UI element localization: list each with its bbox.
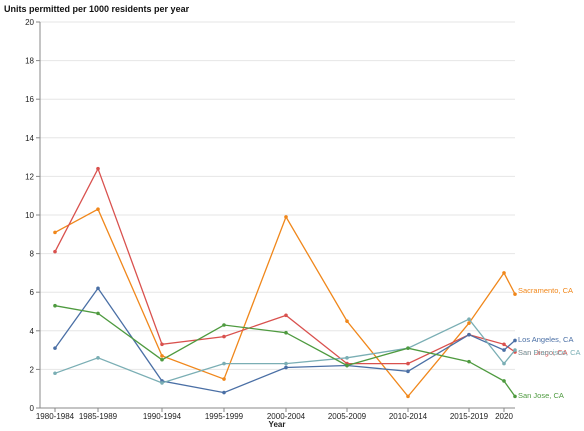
data-point-san-jose-ca xyxy=(502,379,506,383)
x-tick-label: 2020 xyxy=(495,412,513,421)
data-point-sacramento-ca xyxy=(513,292,517,296)
data-point-sacramento-ca xyxy=(284,215,288,219)
x-tick-label: 1995-1999 xyxy=(205,412,244,421)
data-point-san-diego-ca xyxy=(502,342,506,347)
x-tick-label: 1990-1994 xyxy=(143,412,182,421)
data-point-san-diego-ca xyxy=(53,249,57,254)
data-point-los-angeles-ca xyxy=(513,338,517,343)
data-point-los-angeles-ca xyxy=(284,365,288,370)
data-point-san-jose-ca xyxy=(284,330,288,335)
data-point-san-jose-ca xyxy=(96,311,100,316)
y-tick-label: 12 xyxy=(25,172,34,181)
data-point-sacramento-ca xyxy=(502,271,506,275)
y-tick-label: 20 xyxy=(25,18,34,27)
data-point-san-francisco-ca xyxy=(467,317,471,322)
y-tick-label: 4 xyxy=(30,327,35,336)
y-tick-label: 14 xyxy=(25,134,34,143)
data-point-sacramento-ca xyxy=(96,207,100,212)
data-point-san-jose-ca xyxy=(467,359,471,364)
y-tick-label: 10 xyxy=(25,211,34,220)
y-tick-label: 16 xyxy=(25,95,34,104)
data-point-sacramento-ca xyxy=(345,319,349,323)
y-tick-label: 0 xyxy=(30,404,35,413)
series-line-sacramento-ca xyxy=(54,208,516,398)
x-tick-label: 2000-2004 xyxy=(267,412,306,421)
series-line-san-diego-ca xyxy=(54,167,516,365)
x-tick-label: 2005-2009 xyxy=(328,412,367,421)
series-line-san-francisco-ca xyxy=(54,318,516,384)
series-line-los-angeles-ca xyxy=(54,287,516,394)
data-point-sacramento-ca xyxy=(467,321,471,325)
series-label-san-jose-ca: San Jose, CA xyxy=(518,391,564,400)
data-point-san-francisco-ca xyxy=(53,371,57,376)
x-tick-label: 2010-2014 xyxy=(389,412,428,421)
data-point-sacramento-ca xyxy=(406,394,410,399)
x-tick-label: 2015-2019 xyxy=(450,412,489,421)
data-point-san-diego-ca xyxy=(222,334,226,339)
y-tick-label: 18 xyxy=(25,57,34,66)
data-point-san-diego-ca xyxy=(406,361,410,366)
data-point-san-jose-ca xyxy=(160,357,164,362)
x-tick-label: 1980-1984 xyxy=(36,412,75,421)
data-point-san-diego-ca xyxy=(160,342,164,347)
data-point-san-jose-ca xyxy=(345,363,349,368)
end-labels: Sacramento, CA San Diego, CA Los Angeles, … xyxy=(518,286,581,400)
data-point-los-angeles-ca xyxy=(222,390,226,395)
series-label-los-angeles-ca: Los Angeles, CA xyxy=(518,335,573,344)
data-point-san-jose-ca xyxy=(222,323,226,327)
data-point-san-francisco-ca xyxy=(284,361,288,366)
x-tick-label: 1985-1989 xyxy=(79,412,118,421)
series-label-sacramento-ca: Sacramento, CA xyxy=(518,286,573,295)
data-point-san-jose-ca xyxy=(53,303,57,308)
data-point-san-francisco-ca xyxy=(502,361,506,366)
data-point-sacramento-ca xyxy=(160,354,164,358)
series-layer xyxy=(53,166,517,399)
data-point-los-angeles-ca xyxy=(406,369,410,374)
chart-title: Units permitted per 1000 residents per y… xyxy=(4,4,190,14)
data-point-san-francisco-ca xyxy=(513,348,517,352)
data-point-san-francisco-ca xyxy=(160,381,164,385)
data-point-los-angeles-ca xyxy=(53,346,57,350)
data-point-los-angeles-ca xyxy=(502,348,506,352)
x-axis-title: Year xyxy=(269,420,286,429)
series-line-san-jose-ca xyxy=(54,305,516,397)
data-point-sacramento-ca xyxy=(222,377,226,381)
data-point-los-angeles-ca xyxy=(96,286,100,291)
data-point-san-jose-ca xyxy=(513,394,517,399)
y-tick-label: 6 xyxy=(30,288,35,297)
data-point-san-francisco-ca xyxy=(345,356,349,360)
data-point-san-diego-ca xyxy=(284,313,288,318)
data-point-san-francisco-ca xyxy=(96,356,100,360)
gridlines xyxy=(40,21,515,409)
axes: 0 2 4 6 8 10 12 14 16 18 20 1980-1984 1985-1989 1990-… xyxy=(25,18,515,421)
data-point-san-jose-ca xyxy=(406,346,410,350)
data-point-sacramento-ca xyxy=(53,230,57,235)
data-point-los-angeles-ca xyxy=(467,332,471,337)
series-label-san-francisco-ca: San Francisco, CA xyxy=(518,348,581,357)
data-point-san-diego-ca xyxy=(96,166,100,171)
y-tick-label: 8 xyxy=(30,250,35,259)
y-tick-label: 2 xyxy=(30,365,35,374)
data-point-san-francisco-ca xyxy=(222,361,226,366)
series-label-san-diego-ca: San Diego, CA xyxy=(518,348,568,357)
